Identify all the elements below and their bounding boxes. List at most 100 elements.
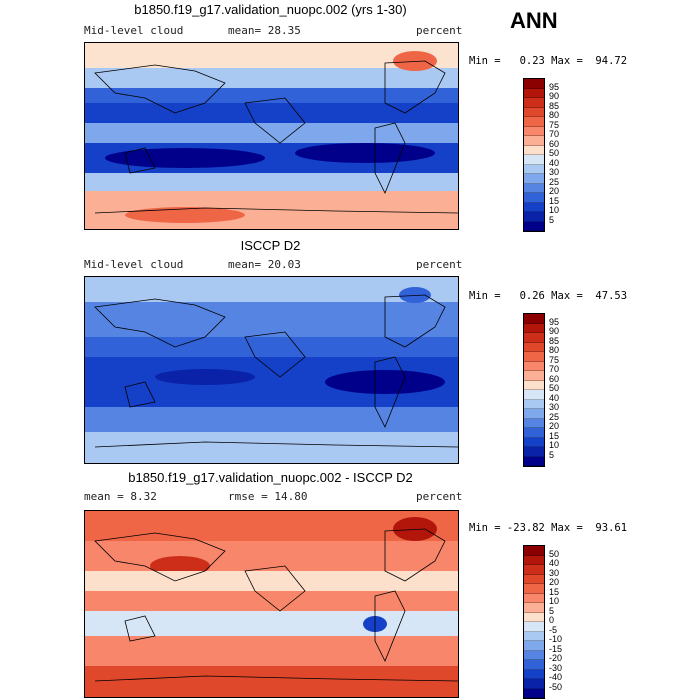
colorbar-tick-label: 90	[549, 91, 560, 101]
colorbar-swatch	[524, 418, 544, 428]
colorbar-tick-label: 20	[549, 421, 560, 431]
colorbar-swatch	[524, 428, 544, 438]
colorbar-swatch	[524, 399, 544, 409]
colorbar-tick-label: 25	[549, 176, 560, 187]
colorbar-tick-label: 30	[549, 167, 560, 177]
colorbar-swatch	[524, 126, 544, 136]
colorbar-tick-label: 95	[549, 316, 560, 327]
colorbar-swatch	[524, 352, 544, 362]
map-difference	[84, 510, 459, 698]
units-label: percent	[416, 490, 463, 503]
panel-title: b1850.f19_g17.validation_nuopc.002 (yrs …	[134, 2, 407, 17]
variable-label: Mid-level cloud	[84, 258, 184, 271]
colorbar-swatch	[524, 333, 544, 343]
colorbar-swatch	[524, 603, 544, 613]
colorbar-swatch	[524, 155, 544, 165]
colorbar-swatch	[524, 631, 544, 641]
colorbar-tick-label: 25	[549, 411, 560, 422]
minmax-label: Min = 0.23 Max = 94.72	[469, 55, 628, 67]
colorbar	[523, 313, 545, 467]
colorbar-tick-label: 95	[549, 81, 560, 92]
colorbar-tick-label: 50	[549, 548, 560, 559]
colorbar-swatch	[524, 409, 544, 419]
mean-label: mean = 8.32	[84, 490, 157, 503]
colorbar-swatch	[524, 361, 544, 371]
colorbar-swatch	[524, 342, 544, 352]
colorbar-swatch	[524, 456, 544, 466]
colorbar-tick-label: 5	[549, 449, 555, 460]
colorbar-tick-label: 90	[549, 326, 560, 336]
colorbar-swatch	[524, 593, 544, 603]
colorbar-swatch	[524, 447, 544, 457]
colorbar-swatch	[524, 193, 544, 203]
colorbar-swatch	[524, 555, 544, 565]
colorbar-swatch	[524, 380, 544, 390]
colorbar-tick-label: 0	[549, 615, 555, 625]
colorbar-swatch	[524, 660, 544, 670]
mean-label: mean= 20.03	[228, 258, 301, 271]
colorbar-swatch	[524, 679, 544, 689]
colorbar-tick-label: 60	[549, 373, 560, 384]
colorbar-swatch	[524, 136, 544, 146]
colorbar-tick-label: 10	[549, 596, 560, 606]
colorbar-swatch	[524, 688, 544, 698]
colorbar-tick-label: 75	[549, 119, 560, 130]
colorbar-tick-label: 10	[549, 205, 560, 215]
variable-label: Mid-level cloud	[84, 24, 184, 37]
colorbar	[523, 78, 545, 232]
colorbar-tick-label: 40	[549, 558, 560, 568]
colorbar-swatch	[524, 437, 544, 447]
colorbar-tick-label: 40	[549, 157, 560, 168]
colorbar-tick-label: -20	[549, 653, 563, 663]
panel-title: b1850.f19_g17.validation_nuopc.002 - ISC…	[128, 470, 413, 485]
colorbar-swatch	[524, 174, 544, 184]
colorbar-tick-label: -50	[549, 681, 563, 692]
colorbar-tick-label: 15	[549, 195, 560, 206]
colorbar-tick-label: 50	[549, 148, 560, 158]
minmax-label: Min = 0.26 Max = 47.53	[469, 290, 628, 302]
colorbar-swatch	[524, 641, 544, 651]
colorbar-tick-label: -5	[549, 624, 558, 635]
colorbar-tick-label: 50	[549, 383, 560, 393]
colorbar-tick-label: 5	[549, 214, 555, 225]
colorbar-tick-label: 30	[549, 402, 560, 412]
colorbar-tick-label: 20	[549, 186, 560, 196]
colorbar-tick-label: -30	[549, 662, 563, 673]
colorbar-swatch	[524, 565, 544, 575]
units-label: percent	[416, 24, 463, 37]
colorbar-tick-label: -10	[549, 634, 563, 644]
colorbar-swatch	[524, 202, 544, 212]
colorbar-tick-label: 60	[549, 138, 560, 149]
map-observation	[84, 276, 459, 464]
colorbar-tick-label: 70	[549, 364, 560, 374]
colorbar-swatch	[524, 574, 544, 584]
minmax-label: Min = -23.82 Max = 93.61	[469, 522, 628, 534]
colorbar-swatch	[524, 183, 544, 193]
colorbar-tick-label: -15	[549, 643, 563, 654]
colorbar-swatch	[524, 212, 544, 222]
colorbar-swatch	[524, 221, 544, 231]
colorbar-swatch	[524, 145, 544, 155]
units-label: percent	[416, 258, 463, 271]
colorbar-tick-label: 15	[549, 586, 560, 597]
colorbar-swatch	[524, 323, 544, 333]
colorbar-tick-label: 75	[549, 354, 560, 365]
colorbar-tick-label: 15	[549, 430, 560, 441]
colorbar-swatch	[524, 117, 544, 127]
colorbar-tick-label: -40	[549, 672, 563, 682]
colorbar-swatch	[524, 314, 544, 324]
colorbar-tick-label: 10	[549, 440, 560, 450]
colorbar-swatch	[524, 79, 544, 89]
colorbar-swatch	[524, 669, 544, 679]
colorbar-tick-label: 30	[549, 567, 560, 578]
colorbar-swatch	[524, 98, 544, 108]
colorbar-swatch	[524, 584, 544, 594]
colorbar-swatch	[524, 164, 544, 174]
colorbar-swatch	[524, 107, 544, 117]
colorbar-swatch	[524, 622, 544, 632]
colorbar	[523, 545, 545, 699]
colorbar-swatch	[524, 546, 544, 556]
colorbar-tick-label: 70	[549, 129, 560, 139]
colorbar-tick-label: 85	[549, 100, 560, 111]
colorbar-swatch	[524, 88, 544, 98]
